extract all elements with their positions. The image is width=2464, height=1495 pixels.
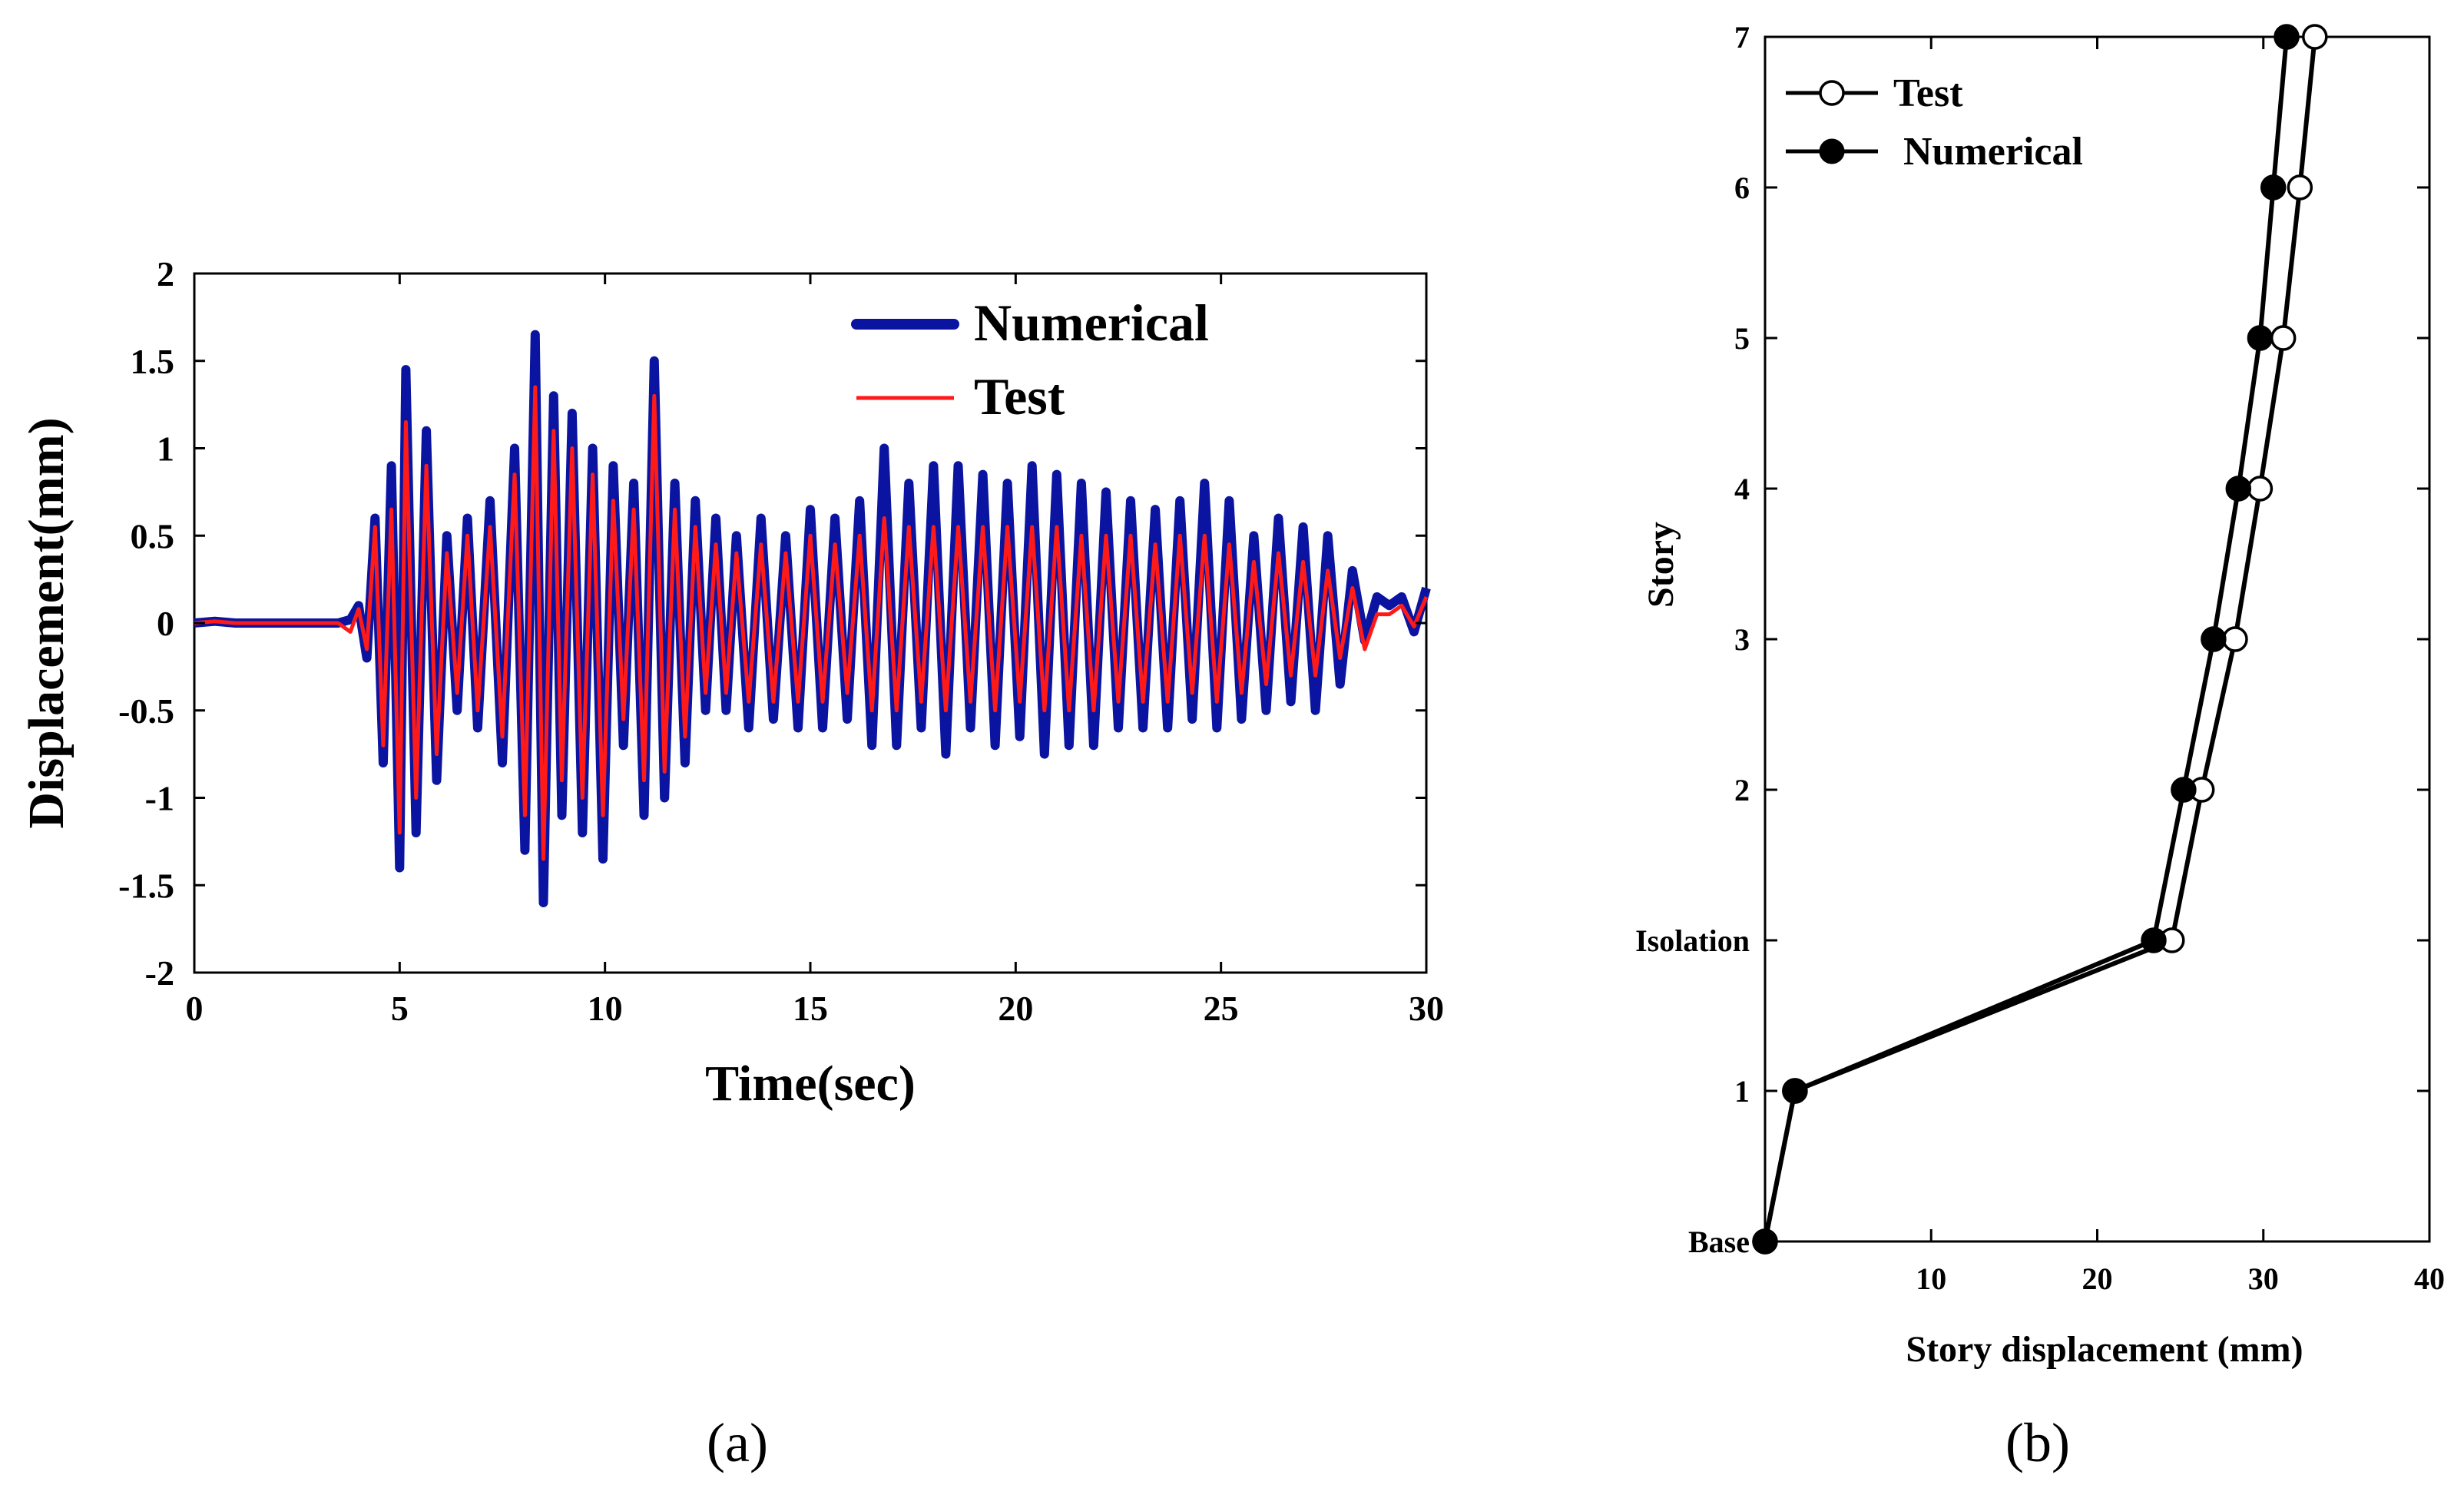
panel-b-y-tick-label: 2 bbox=[1734, 773, 1750, 807]
panel-b-x-axis-title: Story displacement (mm) bbox=[1906, 1329, 2303, 1370]
panel-a-series-group bbox=[194, 330, 1431, 907]
panel-b-chart: Base 1 Isolation 2 3 4 5 6 7 10 20 30 40 Story displ… bbox=[1635, 20, 2445, 1370]
panel-b-y-tick-label: Base bbox=[1688, 1225, 1750, 1259]
panel-b-legend-label-test: Test bbox=[1893, 71, 1963, 115]
panel-a-x-tick-label: 20 bbox=[998, 989, 1033, 1028]
panel-b-point-numerical bbox=[2201, 626, 2227, 652]
panel-b-point-numerical bbox=[2141, 927, 2167, 953]
panel-a-legend: Numerical Test bbox=[851, 293, 1209, 426]
panel-b-x-tick-label: 20 bbox=[2082, 1261, 2113, 1296]
panel-a-y-tick-label: 2 bbox=[157, 254, 174, 293]
panel-a-y-tick-label: 1.5 bbox=[131, 342, 175, 381]
panel-a-legend-label-test: Test bbox=[974, 367, 1065, 426]
panel-a-label: (a) bbox=[707, 1412, 768, 1473]
panel-b-y-tick-label: 5 bbox=[1734, 321, 1750, 356]
panel-b-point-test bbox=[2270, 325, 2297, 351]
panel-a-x-tick-label: 5 bbox=[391, 989, 409, 1028]
panel-b-point-test bbox=[2222, 626, 2248, 652]
panel-a-y-tick-label: 0.5 bbox=[131, 516, 175, 555]
panel-a-x-tick-label: 15 bbox=[793, 989, 828, 1028]
panel-a-y-axis-title: Displacement(mm) bbox=[18, 417, 75, 828]
panel-b-x-tick-label: 30 bbox=[2248, 1261, 2279, 1296]
panel-b-legend-marker-test bbox=[1819, 80, 1845, 106]
panel-b-series-group bbox=[1752, 24, 2328, 1255]
panel-a-x-ticks: 0 5 10 15 20 25 30 bbox=[186, 273, 1444, 1028]
panel-b-point-numerical bbox=[2171, 777, 2197, 803]
panel-a-y-tick-label: -0.5 bbox=[118, 691, 174, 731]
panel-b-y-tick-label: Isolation bbox=[1635, 923, 1750, 958]
panel-b-x-tick-label: 40 bbox=[2414, 1261, 2445, 1296]
panel-b-point-test bbox=[2287, 174, 2313, 201]
panel-b-point-numerical bbox=[1782, 1078, 1808, 1104]
panel-a-y-tick-label: -1.5 bbox=[118, 866, 174, 905]
panel-b-point-test bbox=[2247, 476, 2274, 502]
panel-a-series-line-test bbox=[194, 385, 1429, 861]
panel-b-y-tick-label: 7 bbox=[1734, 20, 1750, 55]
panel-a-y-tick-label: 1 bbox=[157, 429, 174, 469]
panel-a-x-tick-label: 10 bbox=[588, 989, 623, 1028]
panel-a-x-tick-label: 30 bbox=[1409, 989, 1444, 1028]
panel-b-ticks: Base 1 Isolation 2 3 4 5 6 7 10 20 30 40 bbox=[1635, 20, 2445, 1296]
panel-a-y-tick-label: -2 bbox=[145, 953, 174, 993]
panel-b-y-axis-title: Story bbox=[1641, 522, 1681, 608]
panel-b-legend: Test Numerical bbox=[1786, 71, 2083, 174]
panel-b-y-tick-label: 4 bbox=[1734, 472, 1750, 506]
panel-a-y-tick-label: 0 bbox=[157, 604, 174, 643]
panel-a-x-tick-label: 0 bbox=[186, 989, 204, 1028]
panel-b-point-numerical bbox=[2274, 24, 2300, 50]
panel-b-point-numerical bbox=[2247, 325, 2274, 351]
panel-b-point-numerical bbox=[2225, 476, 2252, 502]
panel-b-y-tick-label: 1 bbox=[1734, 1074, 1750, 1109]
panel-a-legend-label-numerical: Numerical bbox=[974, 293, 1209, 352]
panel-b-legend-label-numerical: Numerical bbox=[1903, 130, 2083, 174]
panel-b-point-test bbox=[2302, 24, 2328, 50]
panel-b-x-tick-label: 10 bbox=[1916, 1261, 1946, 1296]
panel-b-y-tick-label: 6 bbox=[1734, 171, 1750, 205]
panel-a-x-axis-title: Time(sec) bbox=[705, 1056, 916, 1112]
panel-a-chart: -2 -1.5 -1 -0.5 0 0.5 1 1.5 2 0 5 10 15 20 25 30 Time(… bbox=[18, 254, 1444, 1112]
panel-a-y-tick-label: -1 bbox=[145, 779, 174, 818]
panel-b-point-numerical bbox=[1752, 1228, 1778, 1255]
panel-a-y-ticks: -2 -1.5 -1 -0.5 0 0.5 1 1.5 2 bbox=[118, 254, 1426, 993]
panel-b-legend-marker-numerical bbox=[1819, 138, 1845, 164]
panel-b-y-tick-label: 3 bbox=[1734, 622, 1750, 657]
panel-b-point-numerical bbox=[2260, 174, 2287, 201]
panel-a-x-tick-label: 25 bbox=[1204, 989, 1239, 1028]
panel-b-label: (b) bbox=[2005, 1412, 2070, 1473]
